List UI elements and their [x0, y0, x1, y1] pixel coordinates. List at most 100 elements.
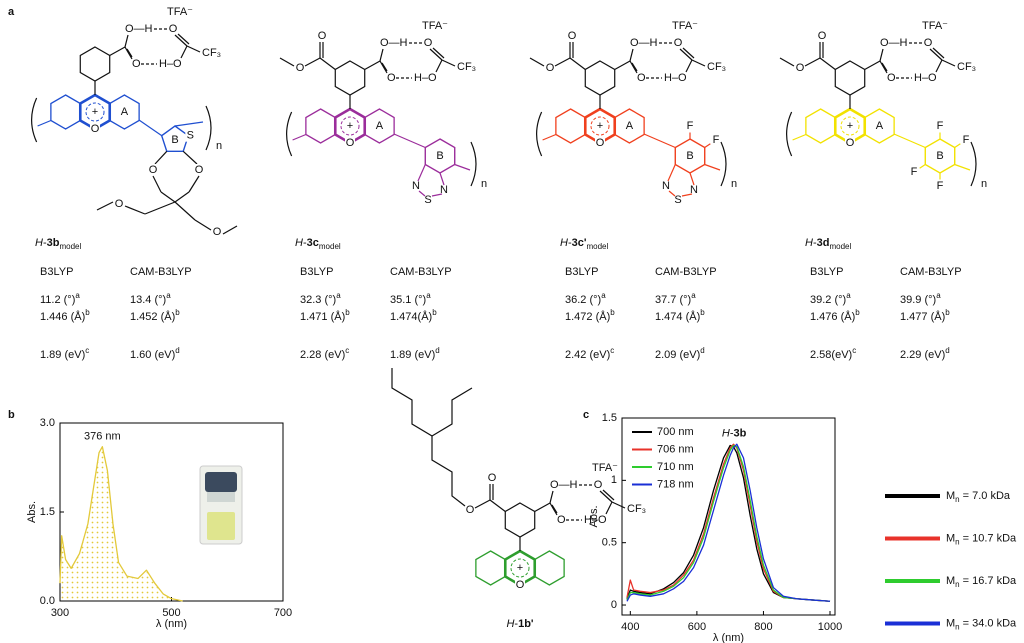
- bond: [614, 60, 631, 71]
- bond: [152, 175, 162, 193]
- label-bg: [194, 164, 204, 176]
- compound-name-part: -: [303, 237, 307, 249]
- table-cell-part: b: [432, 308, 437, 317]
- ring: [334, 60, 366, 96]
- atom-label: O: [818, 30, 827, 42]
- bond: [138, 119, 163, 137]
- atom-label: +: [517, 562, 523, 574]
- bond: [435, 59, 443, 73]
- atom-label: N: [662, 180, 670, 192]
- bond: [144, 201, 176, 215]
- bracket: [536, 111, 543, 157]
- legend-label: Mn = 7.0 kDa: [946, 490, 1011, 504]
- atom-label: O—H: [125, 23, 153, 35]
- bond: [679, 48, 693, 61]
- atom-label: +: [847, 120, 853, 132]
- atom-label: N: [440, 184, 448, 196]
- atom-label: F: [713, 134, 720, 146]
- table-cell-part: 1.477 (Å): [900, 310, 945, 323]
- table-cell-part: a: [336, 291, 341, 300]
- bond: [881, 62, 888, 72]
- bond: [631, 62, 638, 72]
- bond: [685, 59, 693, 73]
- bond: [954, 163, 971, 171]
- aromatic-circle: [590, 116, 610, 136]
- atom-label: H–O: [414, 72, 437, 84]
- bond: [935, 59, 943, 73]
- atom-label: CF₃: [457, 61, 476, 73]
- ring: [555, 108, 586, 144]
- table-cell-part: a: [846, 291, 851, 300]
- table-cell-part: 1.89 (eV): [390, 349, 435, 361]
- bond: [682, 47, 695, 59]
- legend-label-part: = 7.0 kDa: [963, 490, 1011, 502]
- bond: [474, 499, 491, 509]
- bond: [554, 57, 571, 67]
- spectrum-line: [626, 443, 831, 602]
- legend-label-part: M: [946, 532, 955, 544]
- compound-name-part: model: [59, 242, 81, 251]
- atom-label: A: [376, 120, 384, 132]
- bond: [919, 164, 926, 169]
- legend-label: Mn = 10.7 kDa: [946, 532, 1017, 546]
- bond: [177, 33, 190, 45]
- table-cell-part: 1.452 (Å): [130, 310, 175, 323]
- compound-name-part: model: [829, 242, 851, 251]
- bond: [681, 193, 693, 197]
- label-bg: [185, 129, 196, 142]
- atom-label: TFA⁻: [167, 6, 193, 18]
- bond: [160, 191, 176, 203]
- bond: [819, 57, 836, 70]
- legend-label: Mn = 34.0 kDa: [946, 617, 1017, 631]
- bond: [124, 34, 129, 48]
- bond: [379, 60, 388, 74]
- table-cell-part: 1.472 (Å): [565, 310, 610, 323]
- bond: [441, 59, 456, 67]
- compound-name-part: H: [506, 618, 514, 630]
- alkyl-chain: [391, 368, 466, 507]
- peak-annotation: 376 nm: [84, 431, 121, 443]
- panel-label: c: [583, 409, 589, 421]
- bond: [611, 501, 626, 509]
- atom-label: B: [686, 150, 693, 162]
- legend-label-part: M: [946, 617, 955, 629]
- plot-frame: [621, 417, 836, 616]
- table-cell-part: 1.474 (Å): [655, 310, 700, 323]
- y-tick-label: 1.5: [602, 412, 617, 424]
- table-cell: 2.28 (eV)c: [300, 346, 349, 361]
- atom-label: O: [149, 164, 158, 176]
- atom-label: O: [296, 62, 305, 74]
- label-bg: [114, 198, 124, 210]
- compound-name-part: 1b': [518, 618, 534, 630]
- y-tick-label: 0.5: [602, 537, 617, 549]
- table-cell-part: d: [175, 346, 179, 355]
- bond: [929, 48, 943, 61]
- table-cell-part: 13.4 (°): [130, 294, 166, 306]
- table-cell-part: a: [166, 291, 171, 300]
- bond: [109, 46, 126, 57]
- bond: [180, 45, 188, 59]
- atom-label: +: [92, 106, 98, 118]
- table-cell-part: a: [75, 291, 80, 300]
- compound-name-part: model: [586, 242, 608, 251]
- bond: [417, 164, 426, 182]
- ring: [504, 502, 536, 538]
- bracket: [720, 141, 727, 187]
- table-cell: 39.2 (°)a: [810, 291, 851, 306]
- legend-label-part: = 10.7 kDa: [963, 532, 1017, 544]
- y-tick-label: 3.0: [40, 417, 55, 429]
- method-header: B3LYP: [810, 266, 843, 278]
- bond: [643, 133, 676, 149]
- atom-label: TFA⁻: [672, 20, 698, 32]
- table-cell: 35.1 (°)a: [390, 291, 431, 306]
- legend-label-part: n: [955, 580, 959, 589]
- legend-label-part: n: [955, 495, 959, 504]
- bracket: [31, 97, 38, 143]
- atom-label: O: [169, 23, 178, 35]
- spectrum-line: [626, 443, 831, 602]
- bond: [602, 489, 615, 501]
- area-fill: [60, 446, 183, 601]
- bond: [126, 48, 133, 58]
- atom-label: O: [546, 62, 555, 74]
